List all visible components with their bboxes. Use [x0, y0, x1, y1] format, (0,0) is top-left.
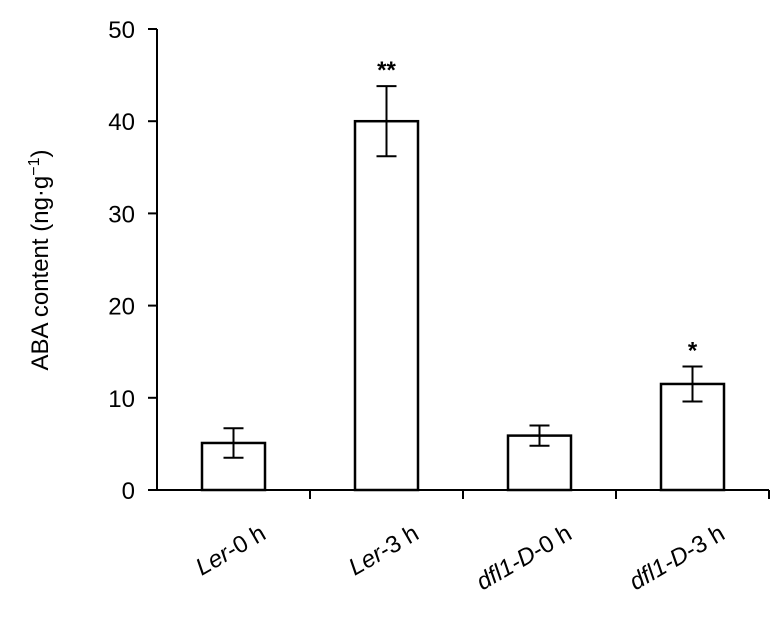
category-label: Ler-0 h — [191, 520, 270, 581]
significance-markers: *** — [377, 57, 698, 364]
category-label: dfl1-D-0 h — [472, 520, 577, 596]
y-tick-label: 30 — [108, 201, 135, 228]
y-tick-label: 40 — [108, 109, 135, 136]
y-tick-label: 10 — [108, 386, 135, 413]
category-label: Ler-3 h — [344, 520, 423, 581]
significance-label: ** — [377, 57, 396, 84]
y-tick-label: 20 — [108, 294, 135, 321]
category-label: dfl1-D-3 h — [625, 520, 730, 596]
y-tick-label: 50 — [108, 17, 135, 44]
category-labels: Ler-0 h Ler-3 h dfl1-D-0 h dfl1-D-3 h — [191, 520, 729, 596]
bars — [200, 119, 726, 492]
y-axis: 0 10 20 30 40 50 — [108, 17, 158, 505]
x-axis — [157, 489, 770, 499]
error-bars — [223, 85, 703, 459]
significance-label: * — [688, 337, 698, 364]
y-tick-label: 0 — [122, 478, 135, 505]
y-axis-label: ABA content (ng·g−1) — [26, 149, 54, 370]
bar — [353, 119, 420, 492]
